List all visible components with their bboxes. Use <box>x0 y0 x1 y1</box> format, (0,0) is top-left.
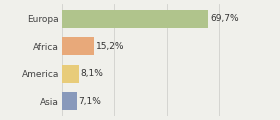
Text: 7,1%: 7,1% <box>79 97 101 106</box>
Text: 69,7%: 69,7% <box>210 14 239 23</box>
Bar <box>62 37 94 55</box>
Bar <box>62 92 76 110</box>
Bar <box>62 65 79 83</box>
Text: 8,1%: 8,1% <box>81 69 104 78</box>
Bar <box>62 10 208 28</box>
Text: 15,2%: 15,2% <box>96 42 124 51</box>
